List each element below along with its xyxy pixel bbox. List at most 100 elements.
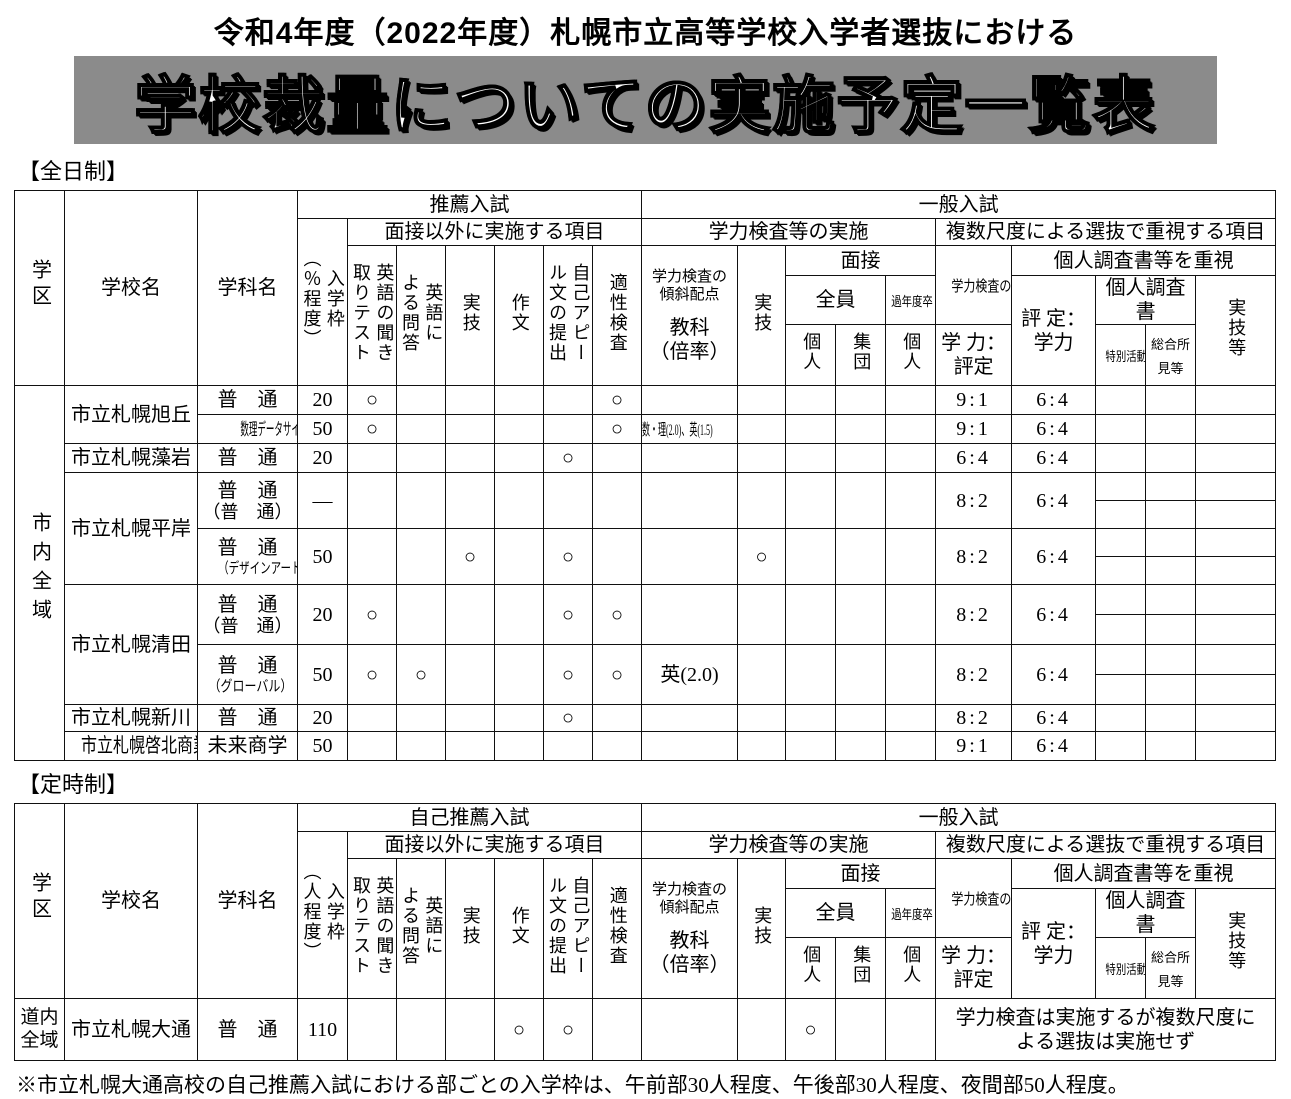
table-row: 道内 全域 市立札幌大通 普 通 110 ○ ○ ○ 学力検査は実施するが複数尺… <box>14 998 1277 1061</box>
dept-cell: 普 通 （デザインアート） <box>197 528 298 585</box>
keisha-value: 数・理(2.0)、英(1.5) <box>642 422 713 439</box>
seiseki-jushi-header: 学力検査の 成績を重視 <box>935 245 1013 325</box>
exam-mark-cell <box>396 385 446 415</box>
ratio-hyotei-gakuryoku-cell: 6:4 <box>1011 584 1097 645</box>
quota-header-label: 入学枠 （人程度） <box>301 862 345 962</box>
empty-cell <box>1145 528 1197 557</box>
exam-mark-cell <box>543 414 593 444</box>
exam-mark-cell: ○ <box>543 704 593 732</box>
kojin-zenin-header: 個人 <box>785 937 837 999</box>
kanendo-header: 過年度卒 <box>885 888 937 938</box>
exam-mark-cell <box>494 584 544 645</box>
keisha-label-2: 教科 （倍率） <box>649 929 730 976</box>
school-header: 学校名 <box>64 803 198 999</box>
gakuryoku-hyoutei-header: 学 力： 評定 <box>935 937 1013 999</box>
empty-cell <box>1095 674 1147 705</box>
general-mark-cell <box>835 443 887 473</box>
exam-mark-cell <box>591 443 643 473</box>
exam-mark-cell <box>591 704 643 732</box>
table-row: 市立札幌新川 普 通 20 ○ 8:2 6:4 <box>15 704 1277 732</box>
exam-mark-cell <box>494 731 544 761</box>
general-mark-cell <box>737 998 787 1061</box>
sogo-header: 総合所 見等 <box>1145 937 1197 999</box>
empty-cell <box>1145 704 1197 732</box>
ratio-hyotei-gakuryoku-cell: 6:4 <box>1011 528 1097 585</box>
eigo-kikitori-label: 英語の聞き 取りテスト <box>351 262 395 363</box>
table-row: 市立札幌啓北商業 未来商学 50 9:1 6:4 <box>15 731 1277 761</box>
exam-mark-cell <box>494 528 544 585</box>
general-mark-cell <box>737 704 787 732</box>
empty-cell <box>1145 472 1197 501</box>
dept-cell: 普 通 <box>197 704 298 732</box>
sogo-label: 総合所 見等 <box>1151 337 1191 376</box>
general-mark-cell <box>885 443 937 473</box>
general-mark-cell <box>885 414 937 444</box>
exam-mark-cell <box>494 704 544 732</box>
tokkatsu-label: 特別活動 の記録 <box>1105 962 1146 977</box>
empty-cell <box>1095 584 1147 615</box>
ratio-hyotei-gakuryoku-cell: 6:4 <box>1011 385 1097 415</box>
empty-cell <box>1195 500 1277 529</box>
ratio-gakuryoku-hyotei-cell: 6:4 <box>935 443 1013 473</box>
empty-cell <box>1195 704 1277 732</box>
sakubun-label: 作文 <box>509 905 530 946</box>
quota-cell: 50 <box>297 644 348 705</box>
exam-mark-cell <box>396 704 446 732</box>
empty-cell <box>1145 584 1197 615</box>
general-mark-cell <box>835 731 887 761</box>
ratio-hyotei-gakuryoku-cell: 6:4 <box>1011 443 1097 473</box>
empty-cell <box>1195 644 1277 675</box>
empty-cell <box>1095 414 1147 444</box>
keisha-cell <box>641 704 739 732</box>
general-mark-cell <box>835 472 887 529</box>
shudan-header: 集団 <box>835 937 887 999</box>
general-mark-cell <box>835 584 887 645</box>
exam-mark-cell <box>347 472 397 529</box>
general-mark-cell <box>835 644 887 705</box>
keisha-cell: 英(2.0) <box>641 644 739 705</box>
district-header: 学区 <box>14 190 65 386</box>
empty-cell <box>1145 614 1197 645</box>
exam-mark-cell: ○ <box>396 644 446 705</box>
empty-cell <box>1095 731 1147 761</box>
school-cell: 市立札幌啓北商業 <box>64 731 198 761</box>
tokkatsu-label: 特別活動 の記録 <box>1105 349 1146 364</box>
col-header-keisha: 学力検査の 傾斜配点 教科 （倍率） <box>641 858 739 999</box>
gakuryoku-hyoutei-header: 学 力： 評定 <box>935 324 1013 386</box>
general-mark-cell <box>785 385 837 415</box>
dept-cell: 普 通 （グローバル） <box>197 644 298 705</box>
ratio-gakuryoku-hyotei-cell: 9:1 <box>935 385 1013 415</box>
district-cell: 市内全域 <box>14 385 65 761</box>
chosasho-jushi-header: 個人調査書等を重視 <box>1011 858 1277 889</box>
ratio-gakuryoku-hyotei-cell: 8:2 <box>935 704 1013 732</box>
quota-header: 入学枠 （人程度） <box>297 831 348 999</box>
jiko-suisen-exam-header: 自己推薦入試 <box>296 803 643 832</box>
exam-mark-cell: ○ <box>445 528 495 585</box>
col-header-jitsugi: 実技 <box>445 858 495 999</box>
jitsugito-label: 実技等 <box>1226 910 1247 971</box>
table-row: 普 通 （グローバル） 50 ○ ○ ○ ○ 英(2.0) 8:2 6:4 <box>15 644 1277 705</box>
quota-cell: 50 <box>297 731 348 761</box>
empty-cell <box>1145 414 1197 444</box>
dept-cell: 普 通 <box>197 998 298 1061</box>
section-label-zennichi: 【全日制】 <box>18 159 129 184</box>
dept-sub-value: （普 通） <box>202 501 293 522</box>
table-row: 市立札幌藻岩 普 通 20 ○ 6:4 6:4 <box>15 443 1277 473</box>
exam-mark-cell <box>445 414 495 444</box>
dept-header: 学科名 <box>197 803 298 999</box>
hyoutei-gakuryoku-header: 評 定： 学力 <box>1011 888 1097 999</box>
table-row: 普 通 （デザインアート） 50 ○ ○ ○ 8:2 6:4 <box>15 528 1277 585</box>
zenin-header: 全員 <box>785 275 887 325</box>
empty-cell <box>1145 500 1197 529</box>
keisha-label-2: 教科 （倍率） <box>649 316 730 363</box>
jiko-appeal-label: 自己アピー ル文の提出 <box>547 262 591 363</box>
ratio-hyotei-gakuryoku-cell: 6:4 <box>1011 644 1097 705</box>
general-mark-cell <box>785 704 837 732</box>
empty-cell <box>1195 731 1277 761</box>
school-cell: 市立札幌平岸 <box>64 472 198 585</box>
kanendo-header: 過年度卒 <box>885 275 937 325</box>
dept-sub-value: （グローバル） <box>208 678 293 695</box>
exam-mark-cell <box>445 584 495 645</box>
col-header-tekisei: 適性検査 <box>591 245 643 386</box>
exam-mark-cell: ○ <box>543 528 593 585</box>
